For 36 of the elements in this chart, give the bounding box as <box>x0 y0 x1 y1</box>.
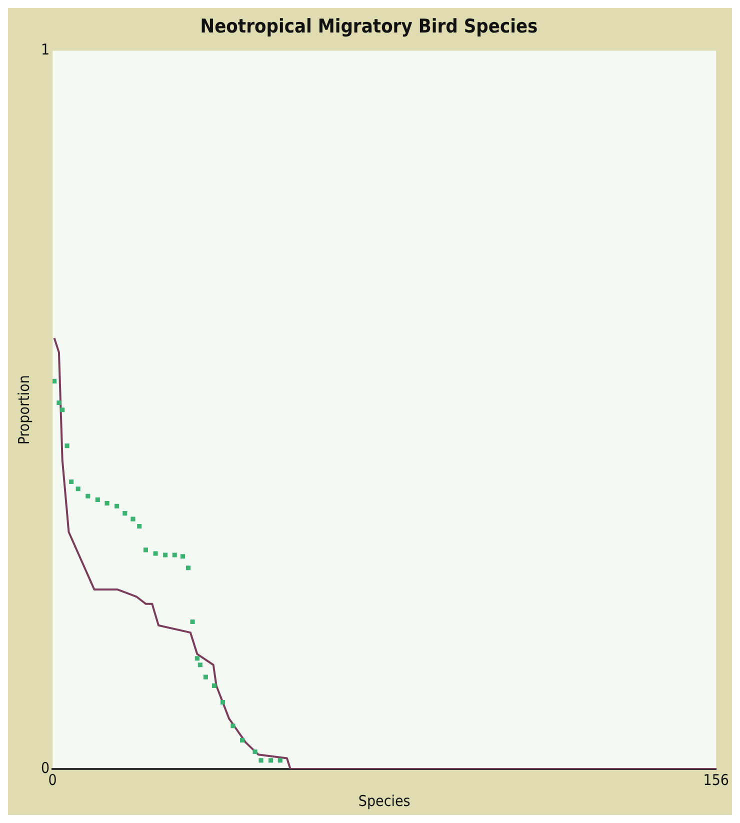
point <box>212 683 216 688</box>
point <box>190 620 195 624</box>
point <box>278 758 282 763</box>
chart-title: Neotropical Migratory Bird Species <box>200 15 538 38</box>
point <box>52 378 57 384</box>
point <box>56 400 62 405</box>
point <box>130 516 136 522</box>
point <box>104 501 110 506</box>
point <box>122 511 128 516</box>
point <box>114 504 120 508</box>
point <box>186 566 191 570</box>
point <box>172 552 177 558</box>
point <box>64 444 70 448</box>
point <box>143 548 148 552</box>
y-axis-title: Proportion <box>14 375 33 445</box>
point <box>258 758 264 763</box>
point <box>194 656 200 661</box>
point <box>60 408 65 412</box>
point <box>230 724 236 728</box>
point <box>220 700 225 704</box>
x-tick-label: 156 <box>703 770 730 789</box>
point <box>252 749 258 754</box>
point <box>137 524 142 529</box>
point <box>268 758 274 763</box>
point <box>163 552 168 558</box>
point <box>198 662 202 668</box>
point <box>203 674 208 680</box>
point <box>180 554 186 559</box>
point <box>76 486 80 492</box>
point <box>69 479 74 484</box>
point <box>240 738 245 743</box>
point <box>86 494 90 498</box>
point <box>95 497 100 502</box>
x-axis-title: Species <box>358 792 410 810</box>
point <box>153 551 158 556</box>
y-tick-label: 1 <box>40 40 50 59</box>
